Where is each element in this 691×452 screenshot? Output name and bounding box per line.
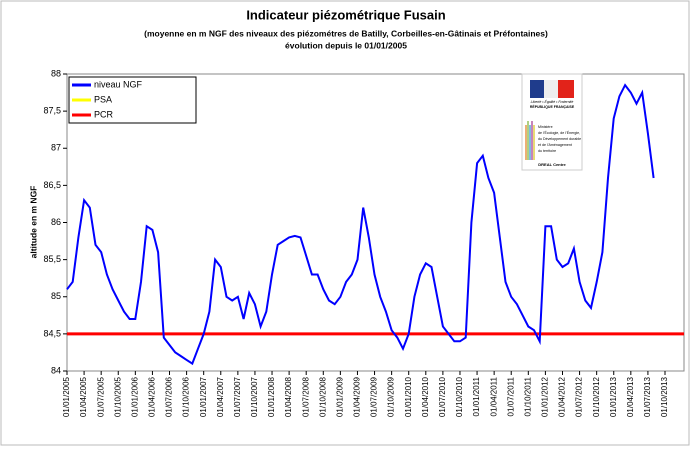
x-tick-label: 01/07/2010: [438, 376, 447, 417]
x-tick-label: 01/10/2009: [387, 376, 396, 417]
legend-label: PSA: [94, 94, 112, 104]
x-tick-label: 01/10/2007: [250, 376, 259, 417]
x-tick-label: 01/01/2013: [609, 376, 618, 417]
x-tick-label: 01/04/2007: [216, 376, 225, 417]
logo-ministry: et de l'Aménagement: [538, 143, 572, 147]
x-tick-label: 01/10/2011: [523, 376, 532, 416]
y-tick-label: 87,5: [43, 106, 61, 116]
legend-label: PCR: [94, 109, 114, 119]
y-tick-label: 86: [51, 217, 61, 227]
x-tick-label: 01/10/2013: [660, 376, 669, 417]
y-tick-label: 84,5: [43, 328, 61, 338]
x-tick-label: 01/10/2008: [318, 376, 327, 417]
x-tick-label: 01/07/2008: [301, 376, 310, 417]
x-tick-label: 01/10/2010: [455, 376, 464, 417]
x-tick-label: 01/04/2010: [421, 376, 430, 417]
x-tick-label: 01/07/2011: [506, 376, 515, 416]
x-tick-label: 01/07/2007: [233, 376, 242, 417]
chart-subtitle: évolution depuis le 01/01/2005: [285, 40, 407, 50]
x-tick-label: 01/07/2005: [96, 376, 105, 417]
y-tick-label: 86,5: [43, 180, 61, 190]
logo-republic: RÉPUBLIQUE FRANÇAISE: [530, 104, 575, 109]
legend-label: niveau NGF: [94, 79, 143, 89]
x-tick-label: 01/01/2012: [541, 376, 550, 417]
x-tick-label: 01/01/2007: [199, 376, 208, 417]
x-tick-label: 01/07/2013: [643, 376, 652, 417]
x-tick-label: 01/10/2012: [592, 376, 601, 417]
logo-ministry: de l'Écologie, de l'Énergie,: [538, 130, 580, 135]
logo-ministry: du Développement durable: [538, 137, 581, 141]
y-axis-label: altitude en m NGF: [28, 186, 38, 259]
x-tick-label: 01/01/2008: [267, 376, 276, 417]
x-tick-label: 01/01/2009: [335, 376, 344, 417]
y-tick-label: 85: [51, 291, 61, 301]
x-tick-label: 01/01/2006: [130, 376, 139, 417]
logo-ministry: du territoire: [538, 149, 556, 153]
x-tick-label: 01/10/2006: [182, 376, 191, 417]
y-tick-label: 85,5: [43, 254, 61, 264]
x-tick-label: 01/07/2009: [370, 376, 379, 417]
y-tick-label: 88: [51, 68, 61, 78]
x-tick-label: 01/04/2006: [148, 376, 157, 417]
x-tick-label: 01/01/2005: [62, 376, 71, 417]
x-tick-label: 01/10/2005: [113, 376, 122, 417]
y-tick-label: 87: [51, 143, 61, 153]
chart-title: Indicateur piézométrique Fusain: [246, 7, 445, 22]
x-tick-label: 01/04/2005: [79, 376, 88, 417]
logo-motto: Liberté • Égalité • Fraternité: [531, 99, 574, 104]
x-tick-label: 01/07/2012: [575, 376, 584, 417]
x-tick-label: 01/04/2008: [284, 376, 293, 417]
x-tick-label: 01/04/2011: [489, 376, 498, 416]
logo-office: DREAL Centre: [538, 162, 566, 167]
x-tick-label: 01/04/2012: [558, 376, 567, 417]
x-tick-label: 01/01/2011: [472, 376, 481, 416]
flag-blue: [530, 80, 544, 98]
chart-subtitle: (moyenne en m NGF des niveaux des piézom…: [144, 28, 548, 38]
logo-ministry: Ministère: [538, 125, 553, 129]
flag-red: [558, 80, 574, 98]
y-tick-label: 84: [51, 365, 61, 375]
marianne: [544, 80, 558, 98]
x-tick-label: 01/04/2013: [626, 376, 635, 417]
x-tick-label: 01/07/2006: [165, 376, 174, 417]
series-line: [66, 83, 655, 366]
x-tick-label: 01/04/2009: [353, 376, 362, 417]
x-tick-label: 01/01/2010: [404, 376, 413, 417]
